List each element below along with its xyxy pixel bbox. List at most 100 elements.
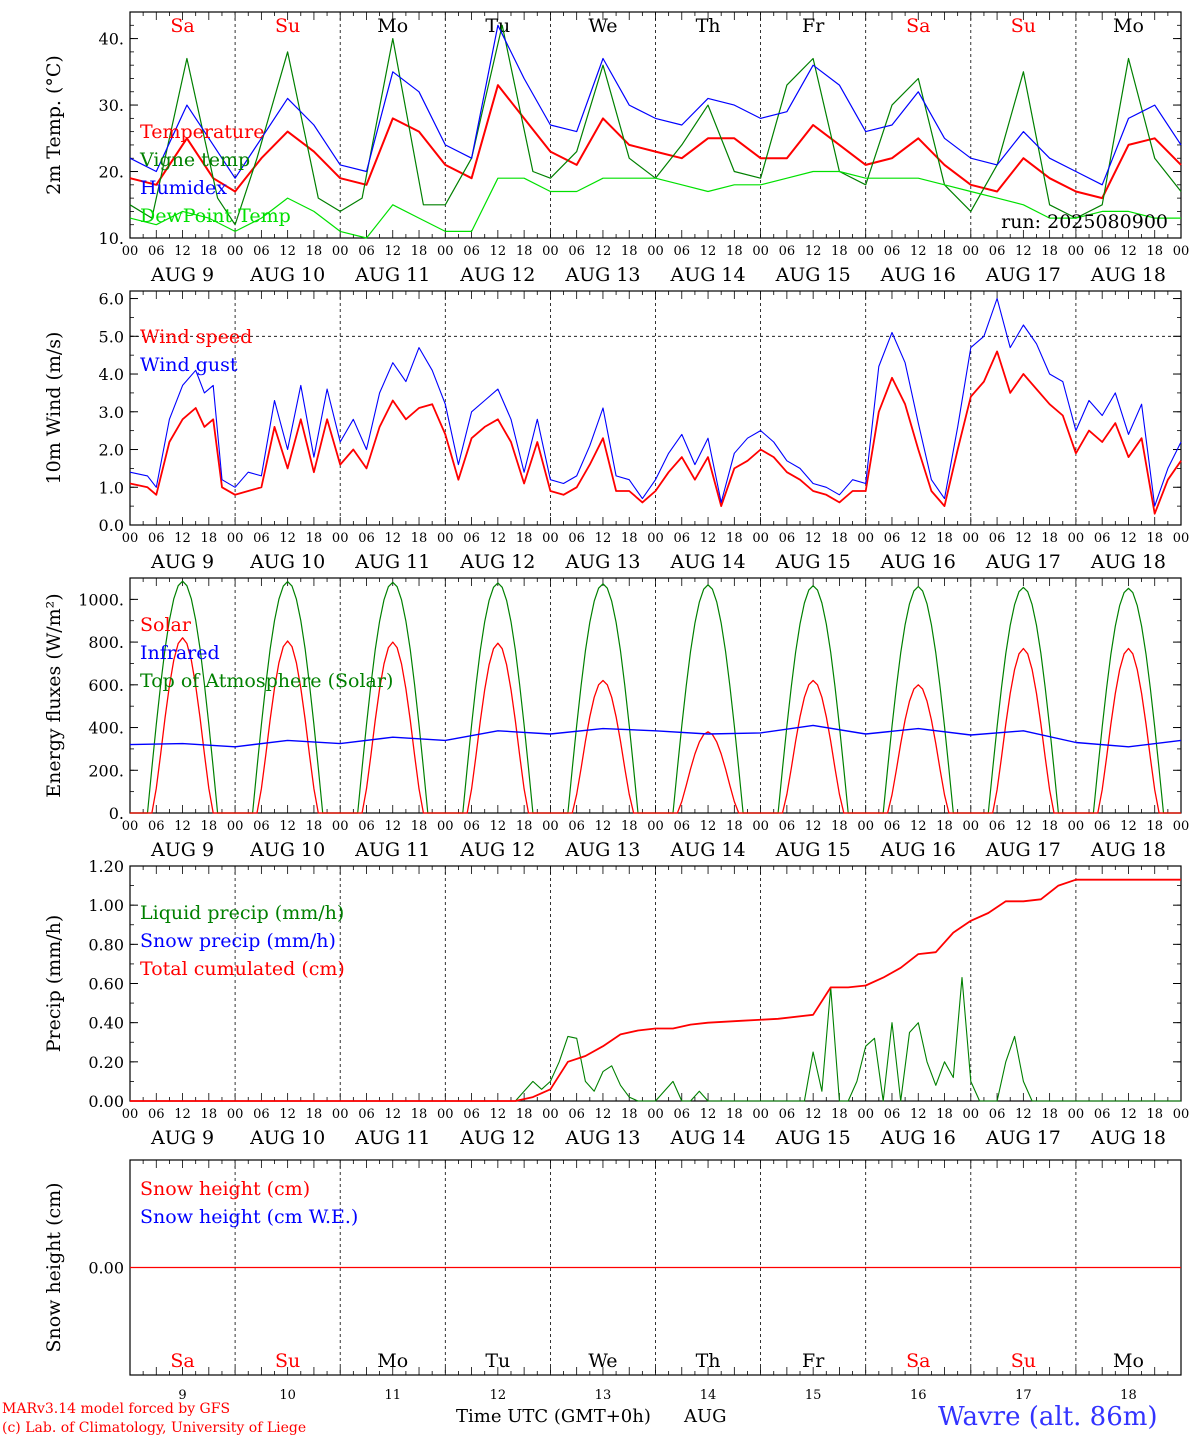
- wind-hour-tick-label: 00: [1173, 531, 1190, 546]
- energy-hour-tick-label: 18: [621, 819, 638, 834]
- wind-hour-tick-label: 00: [332, 531, 349, 546]
- temp-hour-tick-label: 12: [1120, 244, 1137, 259]
- precip-hour-tick-label: 12: [174, 1107, 191, 1122]
- wind-date-label: AUG 14: [669, 551, 745, 573]
- temp-series-temperature: [129, 84, 1182, 200]
- wind-hour-tick-label: 18: [1041, 531, 1058, 546]
- energy-hour-tick-label: 12: [490, 819, 507, 834]
- energy-hour-tick-label: 12: [384, 819, 401, 834]
- temp-hour-tick-label: 18: [1146, 244, 1163, 259]
- temp-hour-tick-label: 00: [857, 244, 874, 259]
- wind-hour-tick-label: 00: [437, 531, 454, 546]
- temp-legend-item: Humidex: [140, 177, 227, 199]
- energy-hour-tick-label: 18: [726, 819, 743, 834]
- precip-hour-tick-label: 00: [332, 1107, 349, 1122]
- temp-hour-tick-label: 00: [542, 244, 559, 259]
- energy-hour-tick-label: 12: [1015, 819, 1032, 834]
- snow-day-number: 13: [595, 1388, 612, 1403]
- wind-date-label: AUG 18: [1090, 551, 1166, 573]
- precip-legend-item: Snow precip (mm/h): [140, 930, 336, 952]
- snow-day-number: 11: [384, 1388, 401, 1403]
- temp-hour-tick-label: 00: [752, 244, 769, 259]
- energy-date-label: AUG 12: [459, 839, 535, 861]
- wind-hour-tick-label: 00: [752, 531, 769, 546]
- precip-date-label: AUG 13: [564, 1127, 640, 1149]
- energy-date-label: AUG 18: [1090, 839, 1166, 861]
- x-axis-title: Time UTC (GMT+0h): [456, 1406, 651, 1427]
- snow-day-number: 10: [279, 1388, 296, 1403]
- x-axis-month: AUG: [684, 1406, 727, 1427]
- energy-date-label: AUG 9: [150, 839, 214, 861]
- precip-hour-tick-label: 00: [647, 1107, 664, 1122]
- credit-line-2: (c) Lab. of Climatology, University of L…: [2, 1420, 307, 1436]
- energy-hour-tick-label: 18: [516, 819, 533, 834]
- temp-legend-item: DewPoint Temp: [140, 205, 291, 227]
- precip-hour-tick-label: 18: [306, 1107, 323, 1122]
- energy-date-label: AUG 13: [564, 839, 640, 861]
- temp-weekday-label: Mo: [377, 15, 408, 37]
- snow-weekday-label: We: [588, 1350, 617, 1372]
- wind-date-label: AUG 17: [985, 551, 1061, 573]
- temp-date-label: AUG 15: [775, 264, 851, 286]
- wind-series-wind-gust: [129, 297, 1182, 507]
- precip-y-axis-label: Precip (mm/h): [43, 915, 65, 1053]
- energy-y-tick-label: 400.: [88, 719, 124, 738]
- energy-hour-tick-label: 06: [253, 819, 270, 834]
- precip-hour-tick-label: 06: [779, 1107, 796, 1122]
- precip-hour-tick-label: 06: [463, 1107, 480, 1122]
- temp-y-tick-label: 20.: [99, 163, 124, 182]
- temp-hour-tick-label: 06: [148, 244, 165, 259]
- wind-hour-tick-label: 06: [148, 531, 165, 546]
- snow-weekday-label: Fr: [802, 1350, 825, 1372]
- precip-hour-tick-label: 06: [148, 1107, 165, 1122]
- snow-weekday-label: Su: [275, 1350, 300, 1372]
- precip-hour-tick-label: 12: [805, 1107, 822, 1122]
- precip-hour-tick-label: 12: [595, 1107, 612, 1122]
- precip-date-label: AUG 11: [354, 1127, 430, 1149]
- temp-frame: [129, 11, 1182, 239]
- precip-hour-tick-label: 00: [542, 1107, 559, 1122]
- energy-hour-tick-label: 00: [227, 819, 244, 834]
- snow-day-number: 12: [490, 1388, 507, 1403]
- energy-hour-tick-label: 18: [306, 819, 323, 834]
- energy-y-tick-label: 0.: [109, 804, 124, 823]
- temp-hour-tick-label: 00: [437, 244, 454, 259]
- precip-hour-tick-label: 12: [490, 1107, 507, 1122]
- temp-hour-tick-label: 12: [384, 244, 401, 259]
- temp-y-tick-label: 40.: [99, 30, 124, 49]
- snow-weekday-label: Th: [696, 1350, 721, 1372]
- wind-hour-tick-label: 12: [595, 531, 612, 546]
- snow-legend-item: Snow height (cm): [140, 1178, 310, 1200]
- temp-hour-tick-label: 06: [463, 244, 480, 259]
- wind-legend-item: Wind gust: [140, 354, 238, 376]
- temp-legend-item: Temperature: [140, 121, 264, 143]
- energy-hour-tick-label: 06: [148, 819, 165, 834]
- temp-hour-tick-label: 06: [674, 244, 691, 259]
- snow-day-number: 18: [1120, 1388, 1137, 1403]
- temp-legend-item: Vigne temp: [139, 149, 250, 171]
- temp-weekday-label: We: [588, 15, 617, 37]
- temp-date-label: AUG 18: [1090, 264, 1166, 286]
- wind-hour-tick-label: 12: [805, 531, 822, 546]
- precip-date-label: AUG 12: [459, 1127, 535, 1149]
- precip-hour-tick-label: 00: [437, 1107, 454, 1122]
- snow-day-number: 17: [1015, 1388, 1032, 1403]
- precip-hour-tick-label: 12: [910, 1107, 927, 1122]
- precip-hour-tick-label: 18: [1041, 1107, 1058, 1122]
- temp-hour-tick-label: 00: [647, 244, 664, 259]
- temp-hour-tick-label: 06: [1094, 244, 1111, 259]
- energy-hour-tick-label: 18: [411, 819, 428, 834]
- wind-y-tick-label: 4.0: [99, 365, 124, 384]
- energy-date-label: AUG 17: [985, 839, 1061, 861]
- wind-hour-tick-label: 00: [542, 531, 559, 546]
- temp-y-tick-label: 30.: [99, 96, 124, 115]
- precip-y-tick-label: 1.00: [88, 896, 124, 915]
- precip-hour-tick-label: 06: [989, 1107, 1006, 1122]
- temp-y-axis-label: 2m Temp. (°C): [43, 55, 65, 195]
- wind-date-label: AUG 11: [354, 551, 430, 573]
- energy-hour-tick-label: 12: [279, 819, 296, 834]
- energy-hour-tick-label: 06: [358, 819, 375, 834]
- temp-hour-tick-label: 00: [1068, 244, 1085, 259]
- energy-hour-tick-label: 06: [568, 819, 585, 834]
- energy-date-label: AUG 16: [880, 839, 956, 861]
